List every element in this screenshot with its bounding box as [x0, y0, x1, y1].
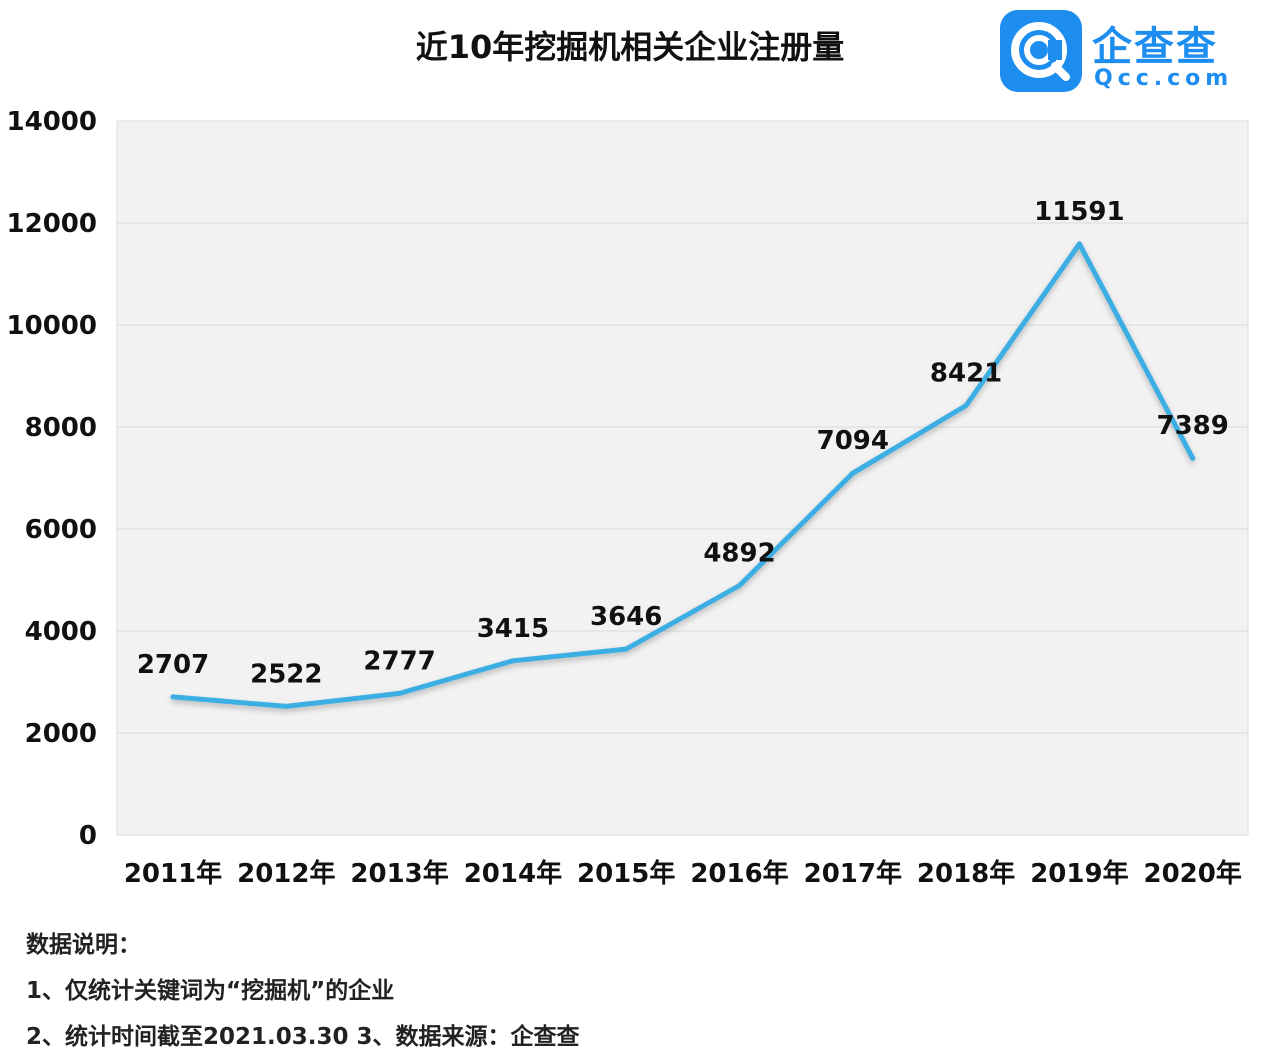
data-label: 8421	[930, 359, 1002, 389]
notes-line-1: 1、仅统计关键词为“挖掘机”的企业	[26, 978, 395, 1004]
x-tick-label: 2013年	[350, 858, 448, 889]
data-notes: 数据说明： 1、仅统计关键词为“挖掘机”的企业 2、统计时间截至2021.03.…	[26, 922, 580, 1060]
x-tick-label: 2015年	[577, 858, 675, 889]
qcc-logo-icon	[1000, 10, 1082, 92]
gridlines	[117, 120, 1248, 836]
data-label: 4892	[703, 539, 775, 569]
y-tick-label: 4000	[25, 617, 97, 647]
x-tick-label: 2014年	[464, 858, 562, 889]
brand-logo: 企查查 Qcc.com	[1000, 10, 1260, 96]
data-label: 11591	[1034, 197, 1124, 227]
y-tick-label: 10000	[7, 311, 97, 341]
data-point	[623, 646, 629, 652]
data-point	[510, 658, 516, 664]
data-label: 2707	[137, 650, 209, 680]
data-label: 7389	[1157, 411, 1229, 441]
data-point	[283, 703, 289, 709]
logo-domain: Qcc.com	[1094, 66, 1234, 91]
plot-area	[116, 120, 1249, 836]
x-tick-label: 2019年	[1030, 858, 1128, 889]
x-tick-label: 2011年	[124, 858, 222, 889]
y-tick-label: 6000	[25, 515, 97, 545]
data-point	[963, 403, 969, 409]
series-line	[170, 241, 1196, 709]
data-point	[1190, 455, 1196, 461]
x-axis-ticks: 2011年 2012年 2013年 2014年 2015年 2016年 2017年 2018年…	[124, 858, 1242, 889]
x-tick-label: 2018年	[917, 858, 1015, 889]
y-tick-label: 14000	[7, 107, 97, 137]
data-point	[850, 470, 856, 476]
y-tick-label: 0	[79, 821, 97, 851]
data-point	[397, 690, 403, 696]
y-axis-ticks: 0 2000 4000 6000 8000 10000 12000 14000	[7, 107, 97, 851]
x-tick-label: 2020年	[1144, 858, 1242, 889]
y-tick-label: 2000	[25, 719, 97, 749]
x-tick-label: 2012年	[237, 858, 335, 889]
notes-line-2: 2、统计时间截至2021.03.30 3、数据来源：企查查	[26, 1024, 580, 1050]
data-labels: 2707 2522 2777 3415 3646 4892 7094 8421 11591 738…	[137, 197, 1229, 709]
notes-heading: 数据说明：	[26, 932, 141, 958]
x-tick-label: 2017年	[804, 858, 902, 889]
data-label: 7094	[817, 426, 889, 456]
chart-title: 近10年挖掘机相关企业注册量	[415, 28, 845, 66]
data-point	[737, 583, 742, 589]
data-label: 3646	[590, 602, 662, 632]
y-tick-label: 8000	[25, 413, 97, 443]
data-label: 3415	[477, 614, 549, 644]
x-tick-label: 2016年	[690, 858, 788, 889]
data-point	[170, 694, 176, 700]
y-tick-label: 12000	[7, 209, 97, 239]
data-label: 2522	[250, 659, 322, 689]
data-label: 2777	[363, 646, 435, 676]
logo-name: 企查查	[1092, 24, 1218, 70]
data-point	[1076, 241, 1082, 247]
